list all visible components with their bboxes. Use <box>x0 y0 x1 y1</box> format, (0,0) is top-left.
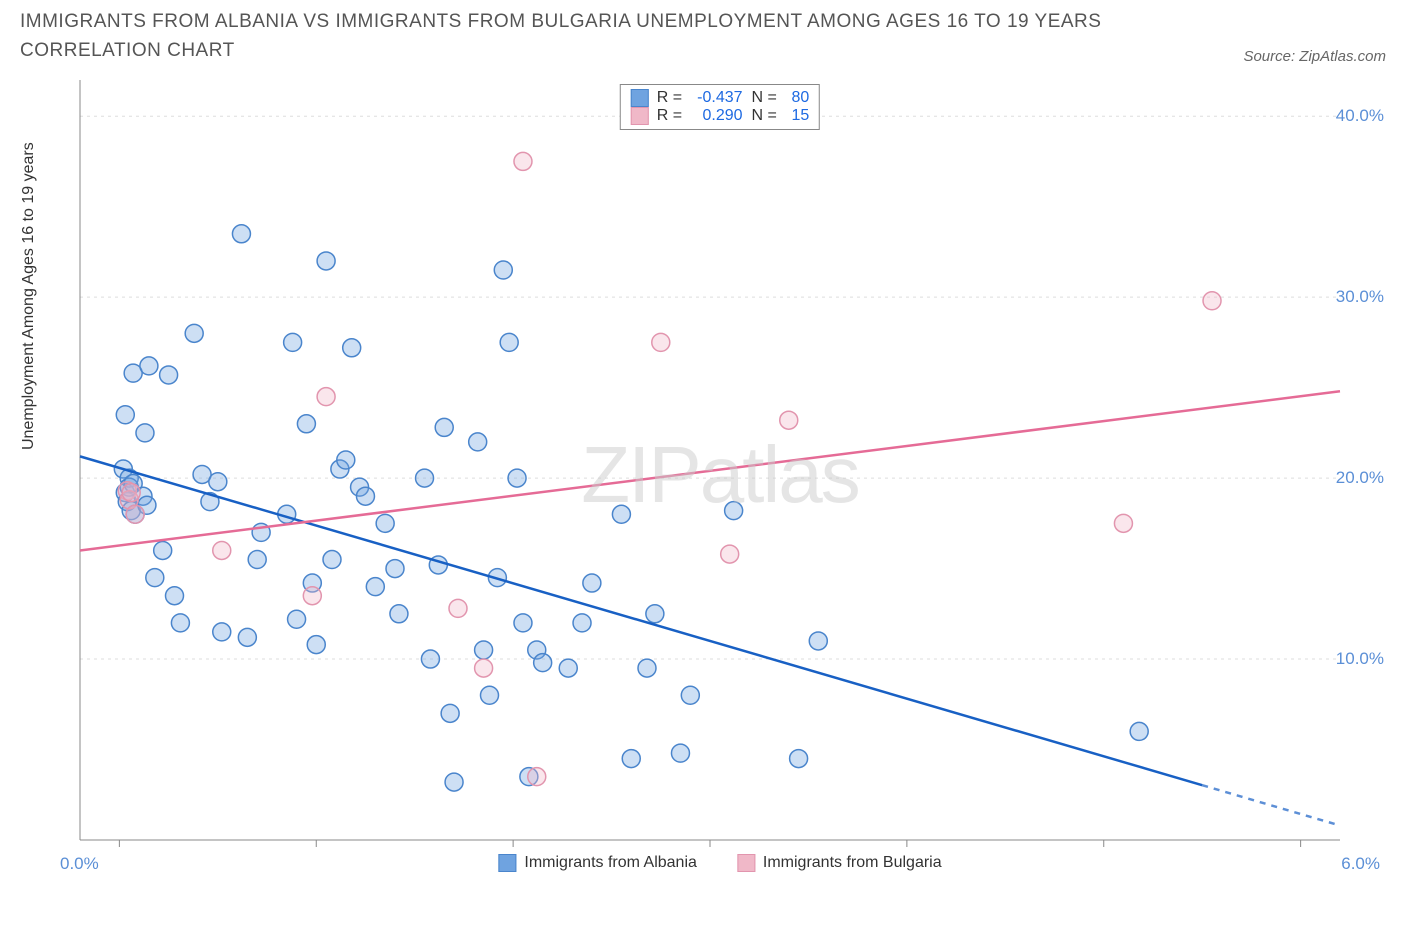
legend-label-albania: Immigrants from Albania <box>524 854 697 872</box>
y-tick-label: 30.0% <box>1336 287 1384 307</box>
chart-title: IMMIGRANTS FROM ALBANIA VS IMMIGRANTS FR… <box>20 8 1120 65</box>
legend-swatch-albania <box>631 89 649 107</box>
y-tick-label: 10.0% <box>1336 649 1384 669</box>
scatter-plot <box>60 80 1380 870</box>
legend-swatch-bulgaria-bottom <box>737 854 755 872</box>
series-legend: Immigrants from Albania Immigrants from … <box>498 854 941 872</box>
legend-label-bulgaria: Immigrants from Bulgaria <box>763 854 942 872</box>
source-label: Source: ZipAtlas.com <box>1243 48 1386 65</box>
legend-swatch-bulgaria <box>631 107 649 125</box>
y-tick-label: 40.0% <box>1336 106 1384 126</box>
y-axis-label: Unemployment Among Ages 16 to 19 years <box>20 142 38 450</box>
y-tick-label: 20.0% <box>1336 468 1384 488</box>
x-axis-max-label: 6.0% <box>1341 854 1380 874</box>
chart-area: ZIPatlas R = -0.437 N = 80 R = 0.290 N =… <box>60 80 1380 870</box>
legend-swatch-albania-bottom <box>498 854 516 872</box>
stats-legend: R = -0.437 N = 80 R = 0.290 N = 15 <box>620 84 820 130</box>
x-axis-min-label: 0.0% <box>60 854 99 874</box>
